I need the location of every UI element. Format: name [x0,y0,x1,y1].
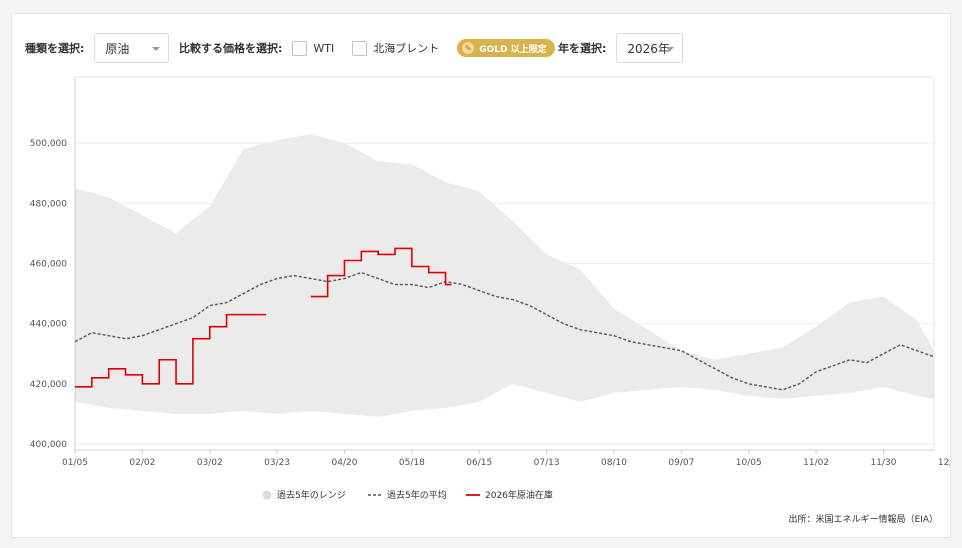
x-tick-label: 05/18 [399,458,425,468]
x-tick-label: 06/15 [466,458,492,468]
type-select[interactable]: 原油 [94,33,170,63]
type-control: 種類を選択: 原油 [25,32,170,64]
chevron-down-icon [152,47,161,51]
current-year-line [75,313,267,388]
x-tick-label: 02/02 [129,458,155,468]
x-tick-label: 12/28 [938,458,950,468]
legend-range-label: 過去5年のレンジ [277,489,346,501]
compare-label: 比較する価格を選択: [179,42,283,55]
year-control: 年を選択: 2026年 [558,32,684,64]
gold-badge: ✎ GOLD 以上限定 [457,39,555,57]
y-tick-label: 420,000 [30,380,67,390]
range-band [75,134,934,417]
type-label: 種類を選択: [25,42,85,55]
year-select-value: 2026年 [627,41,670,56]
x-tick-label: 10/05 [736,458,762,468]
gold-badge-text: GOLD 以上限定 [479,44,547,55]
y-tick-label: 400,000 [30,440,67,450]
source-note: 出所：米国エネルギー情報局（EIA） [788,515,939,525]
chevron-down-icon [666,47,675,51]
brent-checkbox[interactable] [352,40,368,56]
legend-average-label: 過去5年の平均 [387,489,447,501]
x-tick-label: 11/30 [871,458,897,468]
y-tick-label: 480,000 [30,199,67,209]
x-tick-label: 07/13 [534,458,560,468]
average-line [74,271,935,391]
gold-icon: ✎ [462,42,475,54]
y-tick-label: 500,000 [30,139,67,149]
x-tick-label: 09/07 [668,458,694,468]
x-tick-label: 03/02 [197,458,223,468]
inventory-chart: 400,000 420,000 440,000 460,000 480,000 500,0… [30,76,950,501]
brent-label[interactable]: 北海ブレント [373,42,440,55]
compare-control: 比較する価格を選択: WTI 北海ブレント ✎ GOLD 以上限定 [179,32,555,64]
chart-panel: 種類を選択: 原油 比較する価格を選択: WTI 北海ブレント ✎ GOLD 以… [11,13,951,538]
year-label: 年を選択: [558,42,607,55]
legend-current-label: 2026年原油在庫 [485,489,553,501]
x-tick-label: 04/20 [332,458,358,468]
current-year-line [310,247,452,298]
y-tick-label: 460,000 [30,260,67,270]
year-select[interactable]: 2026年 [616,33,684,63]
y-tick-label: 440,000 [30,320,67,330]
legend-range-marker [262,490,272,500]
x-tick-label: 01/05 [62,458,88,468]
x-tick-label: 03/23 [264,458,290,468]
x-tick-label: 08/10 [601,458,627,468]
type-select-value: 原油 [105,41,130,56]
wti-label[interactable]: WTI [313,41,335,55]
wti-checkbox[interactable] [292,40,308,56]
x-tick-label: 11/02 [803,458,829,468]
